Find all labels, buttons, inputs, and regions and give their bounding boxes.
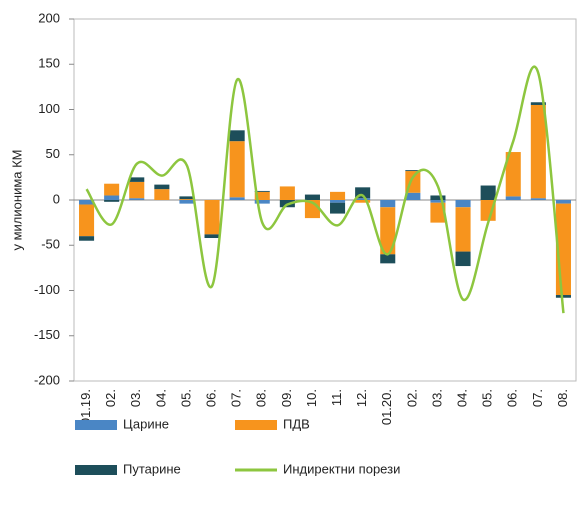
x-tick-label: 01.19. (78, 389, 93, 425)
bar (229, 141, 245, 198)
x-tick-label: 01.20. (379, 389, 394, 425)
x-tick-label: 06. (505, 389, 520, 407)
bar (79, 236, 95, 241)
legend-swatch (75, 465, 117, 475)
bar (330, 191, 346, 200)
bar (430, 202, 446, 223)
bar (254, 190, 270, 192)
y-tick-label: 150 (38, 56, 60, 71)
bar (179, 200, 195, 204)
bar (279, 186, 295, 200)
x-tick-label: 06. (203, 389, 218, 407)
bar (330, 202, 346, 214)
legend-swatch (75, 420, 117, 430)
x-tick-label: 10. (304, 389, 319, 407)
bar (229, 197, 245, 200)
legend-label: ПДВ (283, 416, 310, 431)
bar (179, 196, 195, 200)
legend-label: Индиректни порези (283, 461, 400, 476)
bar (154, 184, 170, 190)
bar (330, 200, 346, 203)
bar (129, 198, 145, 200)
bar (555, 200, 571, 204)
bar (179, 199, 195, 200)
bar (455, 200, 471, 208)
bar (79, 200, 95, 205)
bar (104, 183, 120, 196)
y-axis-label: у милионима КМ (9, 149, 24, 250)
bar (455, 207, 471, 252)
x-tick-label: 12. (354, 389, 369, 407)
x-tick-label: 07. (229, 389, 244, 407)
x-tick-label: 04. (153, 389, 168, 407)
x-tick-label: 03. (128, 389, 143, 407)
x-tick-label: 07. (530, 389, 545, 407)
y-tick-label: 200 (38, 10, 60, 25)
line (85, 65, 565, 314)
x-tick-label: 02. (103, 389, 118, 407)
bar (505, 152, 521, 197)
x-tick-label: 02. (404, 389, 419, 407)
x-tick-label: 05. (480, 389, 495, 407)
bar (430, 195, 446, 200)
bar (154, 189, 170, 200)
legend-label: Путарине (123, 461, 181, 476)
bar (380, 254, 396, 264)
y-tick-label: -150 (34, 327, 60, 342)
bar (505, 196, 521, 200)
y-tick-label: 100 (38, 101, 60, 116)
bar (530, 198, 546, 200)
bar (555, 295, 571, 298)
y-tick-label: 50 (46, 146, 60, 161)
bar (480, 200, 496, 221)
legend-label: Царине (123, 416, 169, 431)
bar (79, 204, 95, 237)
y-tick-label: -100 (34, 282, 60, 297)
bar (229, 130, 245, 142)
x-tick-label: 08. (555, 389, 570, 407)
bar (405, 170, 421, 172)
y-tick-label: -200 (34, 372, 60, 387)
legend-swatch (235, 420, 277, 430)
bar (104, 200, 120, 202)
bar (430, 200, 446, 203)
bar (355, 187, 371, 199)
y-tick-label: 0 (53, 191, 60, 206)
bar (405, 192, 421, 200)
bar (480, 185, 496, 200)
x-tick-label: 08. (254, 389, 269, 407)
x-tick-label: 05. (178, 389, 193, 407)
bar (204, 200, 220, 235)
bar (455, 251, 471, 267)
bar (355, 200, 371, 203)
x-tick-label: 04. (454, 389, 469, 407)
bar (530, 104, 546, 199)
bar (530, 102, 546, 105)
bar (355, 198, 371, 200)
bar (129, 181, 145, 199)
bar (380, 200, 396, 208)
bar (380, 207, 396, 255)
bar (254, 200, 270, 204)
x-tick-label: 11. (329, 389, 344, 406)
x-tick-label: 09. (279, 389, 294, 407)
bar (254, 191, 270, 200)
bar (304, 194, 320, 200)
bar (204, 234, 220, 239)
bar (104, 195, 120, 200)
bar (129, 177, 145, 182)
y-tick-label: -50 (41, 237, 60, 252)
x-tick-label: 03. (429, 389, 444, 407)
